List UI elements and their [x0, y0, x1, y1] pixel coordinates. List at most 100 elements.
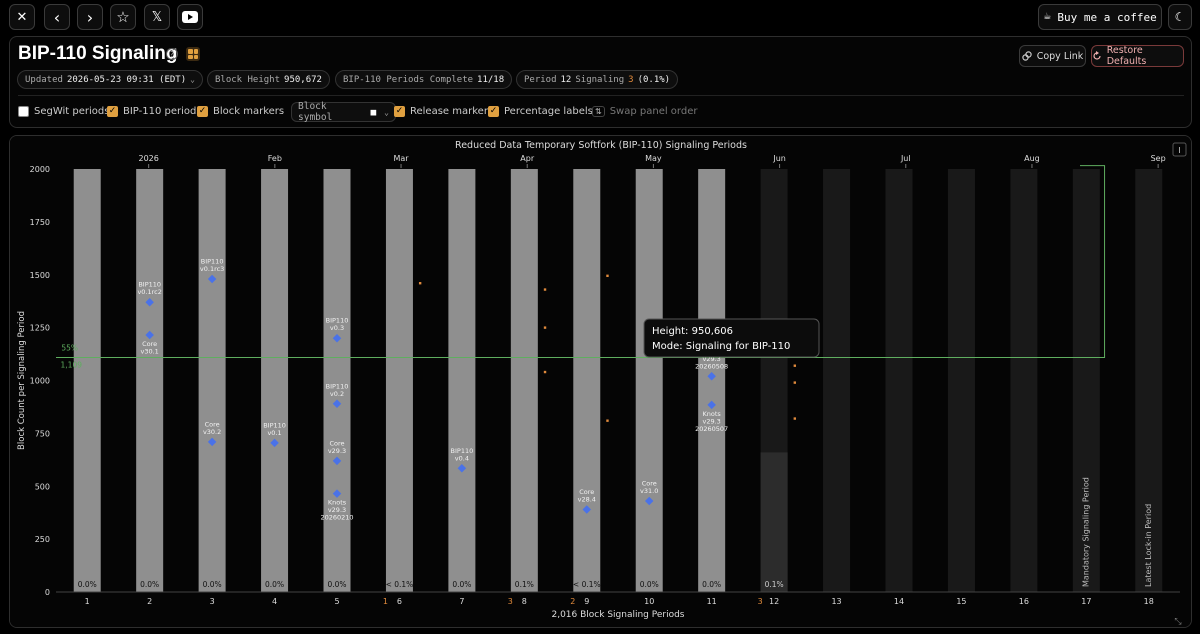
release-label: v31.0	[640, 487, 658, 495]
period-signaling-chip: Period 12 Signaling 3 (0.1%)	[516, 70, 679, 89]
block-markers-checkbox[interactable]: ✓ Block markers	[197, 106, 284, 117]
x-logo-icon: 𝕏	[151, 9, 163, 25]
block-height-chip: Block Height 950,672	[207, 70, 330, 89]
x-tick-label: 17	[1081, 597, 1091, 606]
period-bar	[573, 169, 601, 592]
copy-link-button[interactable]: Copy Link	[1019, 45, 1086, 67]
month-label: Mar	[393, 154, 409, 163]
percent-label: 0.0%	[203, 580, 222, 589]
month-label: Jun	[772, 154, 786, 163]
checkbox-box	[18, 106, 29, 117]
y-tick-label: 1250	[30, 324, 50, 333]
signaling-count-label: 2	[570, 597, 575, 606]
bip110-periods-checkbox[interactable]: ✓ BIP-110 periods	[107, 106, 202, 117]
y-tick-label: 1750	[30, 218, 50, 227]
percentage-labels-checkbox[interactable]: ✓ Percentage labels	[488, 106, 593, 117]
forward-button[interactable]: ›	[77, 4, 103, 30]
layout-grid-icon[interactable]	[186, 47, 200, 61]
moon-icon: ☾	[1174, 10, 1186, 24]
y-tick-label: 1000	[30, 377, 50, 386]
favorite-button[interactable]: ☆	[110, 4, 136, 30]
youtube-link-button[interactable]	[177, 4, 203, 30]
period-bar	[823, 169, 851, 592]
checkmark-icon: ✓	[107, 106, 118, 117]
block-symbol-label: Block symbol	[298, 101, 333, 123]
swap-panel-order-button[interactable]: ⇅ Swap panel order	[592, 106, 697, 117]
y-tick-label: 250	[35, 535, 50, 544]
x-tick-label: 11	[707, 597, 717, 606]
period-bar	[323, 169, 351, 592]
coffee-label: Buy me a coffee	[1057, 10, 1157, 24]
release-label: Knots	[703, 410, 722, 418]
period-bar	[1010, 169, 1038, 592]
restore-defaults-label: Restore Defaults	[1106, 45, 1147, 67]
release-marker	[332, 456, 342, 466]
period-bar	[261, 169, 289, 592]
x-axis-label: 2,016 Block Signaling Periods	[551, 610, 684, 620]
release-label: Core	[205, 420, 220, 428]
percent-label: < 0.1%	[573, 580, 601, 589]
x-link-button[interactable]: 𝕏	[144, 4, 170, 30]
release-label: BIP110	[326, 317, 349, 325]
percent-label: 0.0%	[640, 580, 659, 589]
release-label: v0.4	[455, 454, 469, 462]
release-label: BIP110	[263, 421, 286, 429]
chart-panel: Reduced Data Temporary Softfork (BIP-110…	[9, 135, 1192, 628]
period-bar	[73, 169, 101, 592]
percent-label: 0.0%	[265, 580, 284, 589]
segwit-periods-checkbox[interactable]: SegWit periods	[18, 106, 109, 117]
release-label: v29.3	[703, 355, 721, 363]
release-marker	[332, 399, 342, 409]
restore-defaults-button[interactable]: Restore Defaults	[1091, 45, 1184, 67]
expand-icon-glyph: I	[1178, 146, 1180, 155]
period-value: 12	[560, 74, 572, 85]
back-button[interactable]: ‹	[44, 4, 70, 30]
period-bar	[136, 169, 164, 592]
release-label: Core	[142, 340, 157, 348]
release-marker	[207, 437, 217, 447]
release-label: v0.1rc3	[200, 265, 224, 273]
theme-toggle-button[interactable]: ☾	[1168, 4, 1192, 30]
tooltip-line: Mode: Signaling for BIP-110	[652, 341, 790, 352]
x-tick-label: 14	[894, 597, 904, 606]
release-label: 20260508	[695, 362, 728, 370]
signaling-chart[interactable]: Reduced Data Temporary Softfork (BIP-110…	[10, 136, 1192, 628]
month-label: Apr	[520, 154, 535, 163]
period-bar	[198, 169, 226, 592]
x-tick-label: 18	[1144, 597, 1154, 606]
percent-label: 0.0%	[140, 580, 159, 589]
square-icon: ■	[370, 106, 377, 118]
release-marker	[207, 274, 217, 284]
buy-coffee-button[interactable]: ☕ Buy me a coffee	[1038, 4, 1162, 30]
period-annotation: Latest Lock-in Period	[1144, 504, 1153, 587]
swap-icon: ⇅	[592, 106, 605, 117]
month-label: 2026	[138, 154, 158, 163]
periods-complete-value: 11/18	[477, 74, 505, 85]
x-tick-label: 8	[522, 597, 527, 606]
signaling-count-label: 3	[508, 597, 513, 606]
signaling-percent: (0.1%)	[637, 74, 671, 85]
x-tick-label: 2	[147, 597, 152, 606]
top-toolbar: ✕ ‹ › ☆ 𝕏 ☕ Buy me a coffee ☾	[0, 0, 1200, 34]
help-icon[interactable]: ?	[166, 48, 178, 60]
month-label: Feb	[268, 154, 282, 163]
divider	[18, 95, 1184, 96]
threshold-line	[56, 165, 1106, 358]
x-tick-label: 16	[1019, 597, 1029, 606]
updated-chip[interactable]: Updated 2026-05-23 09:31 (EDT) ⌄	[17, 70, 203, 89]
block-marker	[543, 326, 547, 329]
release-label: v0.3	[330, 324, 344, 332]
block-marker	[543, 370, 547, 374]
close-button[interactable]: ✕	[9, 4, 35, 30]
release-marker	[644, 496, 654, 506]
release-label: v29.3	[328, 447, 346, 455]
signaling-value: 3	[628, 74, 634, 85]
period-bar	[448, 169, 476, 592]
release-label: v28.4	[578, 496, 596, 504]
release-markers-checkbox[interactable]: ✓ Release markers	[394, 106, 493, 117]
release-label: 20260507	[695, 425, 728, 433]
block-marker	[793, 381, 797, 384]
checkmark-icon: ✓	[488, 106, 499, 117]
period-bar	[635, 169, 663, 592]
block-symbol-select[interactable]: Block symbol ■ ⌄	[291, 101, 396, 123]
